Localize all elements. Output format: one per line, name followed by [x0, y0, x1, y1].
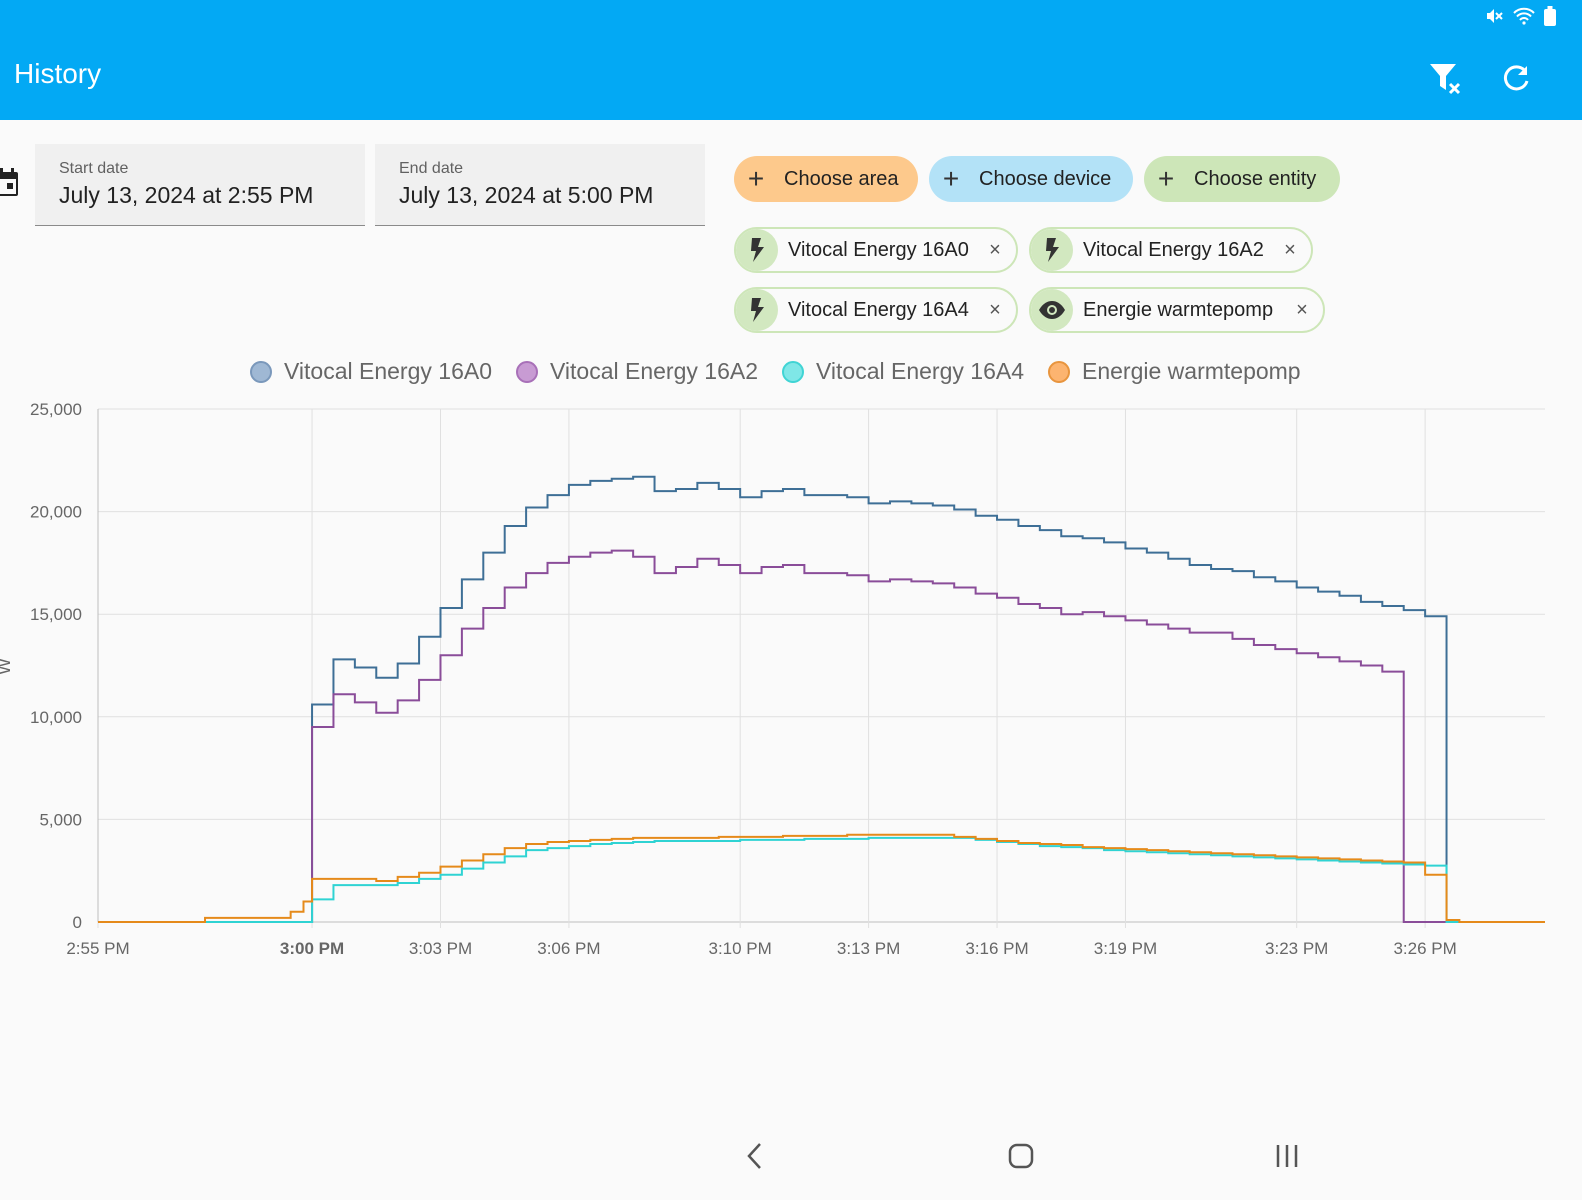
legend-dot: [782, 360, 804, 383]
chip-label: Energie warmtepomp: [1083, 298, 1274, 321]
page-title: History: [14, 58, 102, 89]
filter-remove-icon: [1430, 64, 1461, 95]
back-icon: [747, 1143, 761, 1169]
legend-label: Vitocal Energy 16A4: [816, 358, 1024, 384]
app-bar: History: [0, 0, 1582, 120]
mute-icon: [1487, 9, 1503, 23]
x-tick-label: 3:00 PM: [280, 939, 344, 958]
plus-icon: +: [942, 163, 960, 194]
close-icon[interactable]: ×: [989, 238, 1001, 261]
calendar-icon[interactable]: [0, 168, 20, 198]
end-date-label: End date: [399, 160, 464, 177]
legend-item-energie[interactable]: Energie warmtepomp: [1048, 358, 1301, 385]
eye-icon: [1031, 289, 1073, 331]
start-date-label: Start date: [59, 160, 129, 177]
end-date-value: July 13, 2024 at 5:00 PM: [399, 182, 654, 208]
legend-dot: [1048, 360, 1070, 383]
legend-label: Vitocal Energy 16A2: [550, 358, 758, 384]
x-tick-label: 3:10 PM: [709, 939, 772, 958]
x-tick-label: 3:23 PM: [1265, 939, 1328, 958]
end-date-field[interactable]: End date July 13, 2024 at 5:00 PM: [375, 144, 705, 226]
x-tick-label: 3:03 PM: [409, 939, 472, 958]
home-icon: [1008, 1143, 1034, 1169]
series-line-1: [98, 549, 1545, 923]
chip-label: Vitocal Energy 16A0: [788, 238, 969, 261]
x-tick-label: 3:06 PM: [537, 939, 600, 958]
recents-button[interactable]: [1262, 1136, 1312, 1176]
battery-icon: [1544, 6, 1556, 26]
lightning-icon: [736, 289, 778, 331]
close-icon[interactable]: ×: [989, 298, 1001, 321]
legend-item-16a0[interactable]: Vitocal Energy 16A0: [250, 358, 492, 385]
entity-chip-energie[interactable]: Energie warmtepomp ×: [1029, 287, 1325, 333]
legend-item-16a2[interactable]: Vitocal Energy 16A2: [516, 358, 758, 385]
x-tick-label: 2:55 PM: [66, 939, 129, 958]
legend-dot: [516, 360, 538, 383]
choose-entity-button[interactable]: + Choose entity: [1144, 156, 1340, 202]
close-icon[interactable]: ×: [1284, 238, 1296, 261]
clear-filter-button[interactable]: [1424, 58, 1464, 98]
lightning-icon: [1031, 229, 1073, 271]
y-tick-label: 0: [73, 913, 82, 932]
back-button[interactable]: [730, 1136, 780, 1176]
plus-icon: +: [747, 163, 765, 194]
legend-item-16a4[interactable]: Vitocal Energy 16A4: [782, 358, 1024, 385]
series-line-2: [98, 836, 1545, 923]
choose-device-button[interactable]: + Choose device: [929, 156, 1133, 202]
chart-legend: Vitocal Energy 16A0 Vitocal Energy 16A2 …: [250, 358, 1325, 385]
home-button[interactable]: [996, 1136, 1046, 1176]
legend-label: Energie warmtepomp: [1082, 358, 1301, 384]
lightning-icon: [736, 229, 778, 271]
series-line-3: [98, 833, 1545, 923]
navigation-bar: [0, 1120, 1582, 1200]
chip-label: Vitocal Energy 16A4: [788, 298, 969, 321]
x-tick-label: 3:26 PM: [1393, 939, 1456, 958]
history-chart: 0 5,000 10,000 15,000 20,000 25,000 2:55 PM 3:0…: [30, 400, 1545, 958]
plus-icon: +: [1157, 163, 1175, 194]
series-line-0: [98, 475, 1545, 923]
y-tick-label: 25,000: [30, 400, 82, 419]
x-tick-label: 3:16 PM: [965, 939, 1028, 958]
refresh-button[interactable]: [1496, 58, 1536, 98]
recents-icon: [1276, 1145, 1298, 1167]
start-date-value: July 13, 2024 at 2:55 PM: [59, 182, 314, 208]
start-date-field[interactable]: Start date July 13, 2024 at 2:55 PM: [35, 144, 365, 226]
chip-label: Vitocal Energy 16A2: [1083, 238, 1264, 261]
status-bar: [1484, 6, 1556, 26]
y-tick-label: 10,000: [30, 708, 82, 727]
y-tick-label: 15,000: [30, 605, 82, 624]
choose-area-button[interactable]: + Choose area: [734, 156, 918, 202]
x-tick-label: 3:19 PM: [1094, 939, 1157, 958]
y-tick-label: 20,000: [30, 503, 82, 522]
close-icon[interactable]: ×: [1296, 298, 1308, 321]
entity-chip-16a2[interactable]: Vitocal Energy 16A2 ×: [1029, 227, 1313, 273]
y-tick-label: 5,000: [39, 810, 82, 829]
refresh-icon: [1503, 65, 1529, 91]
choose-entity-label: Choose entity: [1194, 167, 1317, 190]
legend-label: Vitocal Energy 16A0: [284, 358, 492, 384]
x-tick-label: 3:13 PM: [837, 939, 900, 958]
entity-chip-16a0[interactable]: Vitocal Energy 16A0 ×: [734, 227, 1018, 273]
wifi-icon: [1513, 7, 1535, 25]
choose-device-label: Choose device: [979, 167, 1112, 190]
legend-dot: [250, 360, 272, 383]
choose-area-label: Choose area: [784, 167, 899, 190]
entity-chip-16a4[interactable]: Vitocal Energy 16A4 ×: [734, 287, 1018, 333]
